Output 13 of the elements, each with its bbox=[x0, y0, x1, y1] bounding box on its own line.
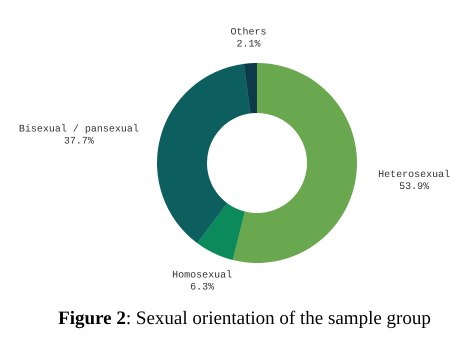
donut-slice bbox=[232, 63, 357, 263]
slice-label: Homosexual bbox=[172, 270, 232, 282]
slice-label: Others bbox=[230, 26, 267, 38]
donut-slice bbox=[244, 63, 257, 114]
donut-slice bbox=[157, 64, 250, 244]
donut-slice bbox=[197, 203, 245, 260]
data-label: 2.1% bbox=[236, 39, 261, 50]
data-label: 53.9% bbox=[399, 182, 430, 193]
data-label: 6.3% bbox=[190, 282, 214, 294]
data-label: 37.7% bbox=[64, 136, 94, 148]
text: Figure 2: Sexual orientation of the sample group bbox=[57, 308, 432, 330]
slice-label: Heterosexual bbox=[378, 168, 450, 181]
slice-label: Bisexual / pansexual bbox=[18, 123, 139, 136]
